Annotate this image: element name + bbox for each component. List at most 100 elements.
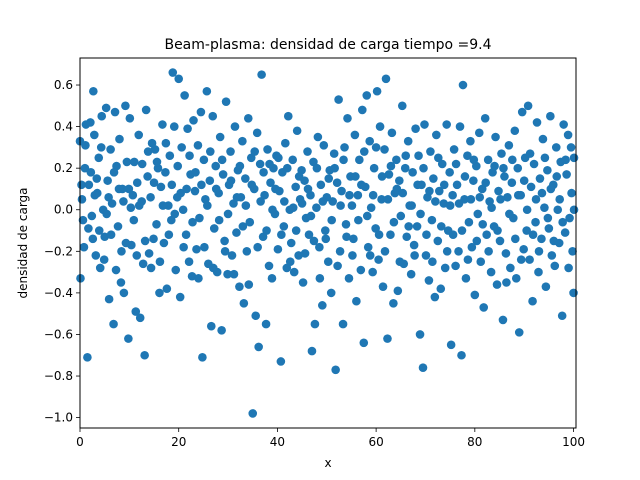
data-point xyxy=(226,147,235,156)
data-point xyxy=(420,120,429,129)
data-point xyxy=(402,232,412,242)
data-point xyxy=(254,342,263,352)
data-point xyxy=(321,234,331,244)
data-point xyxy=(226,176,236,185)
data-point xyxy=(513,190,523,200)
data-point xyxy=(96,143,106,152)
data-point xyxy=(464,217,474,227)
data-point xyxy=(208,263,218,273)
x-tick-label: 100 xyxy=(562,435,585,449)
data-point xyxy=(223,209,233,219)
data-point xyxy=(307,346,317,356)
data-point xyxy=(83,353,92,362)
data-point xyxy=(473,209,483,219)
chart-title: Beam-plasma: densidad de carga tiempo =9… xyxy=(164,37,491,53)
data-point xyxy=(569,205,579,215)
data-point xyxy=(510,126,520,136)
data-point xyxy=(312,203,321,212)
y-tick-label: −0.6 xyxy=(44,327,73,341)
data-point xyxy=(523,101,533,111)
data-point xyxy=(428,257,437,267)
data-point xyxy=(358,105,367,115)
data-point xyxy=(149,178,159,188)
data-point xyxy=(156,182,166,192)
data-point xyxy=(356,265,366,275)
data-point xyxy=(243,113,253,123)
data-point xyxy=(454,247,463,256)
data-point xyxy=(532,118,542,127)
data-point xyxy=(244,280,254,289)
y-tick-label: 0.2 xyxy=(54,161,73,175)
data-point xyxy=(383,334,392,343)
data-point xyxy=(253,242,262,252)
data-point xyxy=(170,209,180,219)
data-point xyxy=(480,113,490,123)
data-point xyxy=(259,168,268,177)
data-point xyxy=(119,288,129,298)
data-point xyxy=(482,230,491,239)
data-point xyxy=(463,151,472,160)
data-point xyxy=(288,155,298,165)
data-point xyxy=(268,205,277,215)
data-point xyxy=(525,149,535,158)
data-point xyxy=(431,197,440,206)
data-point xyxy=(560,228,570,237)
data-point xyxy=(553,205,563,215)
data-point xyxy=(442,120,451,129)
data-point xyxy=(155,288,164,298)
data-point xyxy=(353,190,363,200)
data-point xyxy=(288,203,298,212)
data-point xyxy=(381,74,391,84)
data-point xyxy=(218,170,228,179)
data-point xyxy=(449,145,459,154)
data-point xyxy=(129,215,139,225)
data-point xyxy=(335,247,345,256)
data-point xyxy=(109,168,119,177)
data-point xyxy=(398,188,408,198)
data-point xyxy=(350,130,360,140)
data-point xyxy=(377,195,386,204)
data-point xyxy=(285,257,295,267)
data-point xyxy=(569,288,578,298)
data-point xyxy=(279,222,289,231)
data-point xyxy=(531,195,541,204)
data-point xyxy=(303,147,312,156)
data-point xyxy=(470,290,480,300)
data-point xyxy=(330,163,339,173)
data-point xyxy=(409,240,419,250)
data-point xyxy=(413,180,422,190)
data-point xyxy=(141,105,151,115)
data-point xyxy=(132,251,142,260)
data-point xyxy=(340,143,349,152)
data-point xyxy=(529,159,539,169)
data-point xyxy=(351,172,360,181)
data-point xyxy=(77,195,87,204)
data-point xyxy=(479,303,489,312)
data-point xyxy=(282,163,292,173)
data-point xyxy=(354,215,363,225)
data-point xyxy=(312,163,322,173)
data-point xyxy=(522,226,531,235)
data-point xyxy=(232,192,242,202)
data-point xyxy=(484,247,493,256)
data-point xyxy=(337,186,346,196)
data-point xyxy=(281,138,290,148)
data-point xyxy=(557,311,567,321)
data-point xyxy=(347,201,357,210)
data-point xyxy=(342,232,351,242)
data-point xyxy=(152,157,162,167)
y-tick-label: −0.4 xyxy=(44,286,73,300)
data-point xyxy=(383,195,393,204)
data-point xyxy=(238,222,248,231)
data-point xyxy=(378,282,388,291)
data-point xyxy=(94,226,104,235)
data-point xyxy=(174,74,184,84)
data-point xyxy=(566,143,576,152)
data-point xyxy=(363,242,373,252)
data-point xyxy=(331,365,340,375)
data-point xyxy=(550,261,560,271)
data-point xyxy=(183,124,192,133)
data-point xyxy=(221,97,231,106)
data-point xyxy=(467,242,477,252)
